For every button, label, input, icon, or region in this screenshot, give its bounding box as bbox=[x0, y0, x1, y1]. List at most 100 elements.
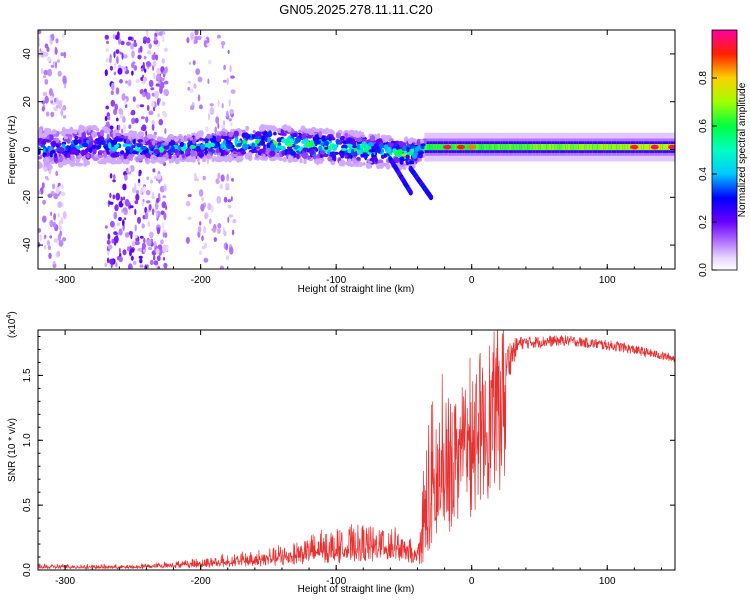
spectrogram-blob bbox=[202, 157, 206, 163]
spectrogram-blob bbox=[388, 138, 394, 142]
spectrogram-speckle bbox=[123, 54, 128, 59]
spectrogram-speckle bbox=[54, 47, 58, 55]
spectrogram-band-core bbox=[638, 144, 642, 151]
spectrogram-blob bbox=[280, 145, 286, 151]
spectrogram-blob bbox=[43, 156, 50, 163]
spectrogram-blob bbox=[294, 137, 301, 143]
spectrogram-x-tick-label: -100 bbox=[326, 275, 346, 286]
snr-panel: -300 -200 -100 0 100 0.0 0.5 1.0 1.5 Height of … bbox=[6, 311, 676, 595]
spectrogram-speckle bbox=[129, 165, 135, 172]
spectrogram-speckle bbox=[122, 183, 127, 191]
spectrogram-blob bbox=[131, 145, 137, 149]
spectrogram-speckle bbox=[215, 116, 220, 124]
spectrogram-speckle bbox=[151, 119, 155, 127]
spectrogram-speckle bbox=[109, 173, 113, 179]
spectrogram-blob bbox=[231, 153, 238, 158]
spectrogram-speckle bbox=[44, 78, 49, 85]
spectrogram-y-label: Frequency (Hz) bbox=[7, 116, 18, 185]
spectrogram-speckle bbox=[62, 237, 67, 242]
spectrogram-blob bbox=[281, 150, 286, 157]
snr-x-tick-label: 100 bbox=[599, 576, 616, 587]
spectrogram-blob bbox=[407, 139, 413, 145]
spectrogram-blob bbox=[245, 134, 251, 140]
spectrogram-blob bbox=[74, 150, 80, 156]
spectrogram-blob bbox=[43, 152, 47, 156]
spectrogram-speckle bbox=[50, 64, 55, 68]
spectrogram-speckle bbox=[146, 92, 151, 100]
spectrogram-speckle bbox=[106, 257, 110, 264]
spectrogram-speckle bbox=[188, 61, 191, 65]
spectrogram-blob bbox=[266, 131, 273, 138]
spectrogram-speckle bbox=[137, 54, 142, 60]
spectrogram-speckle bbox=[204, 212, 209, 220]
spectrogram-speckle bbox=[146, 176, 150, 181]
spectrogram-speckle bbox=[231, 177, 234, 182]
spectrogram-speckle bbox=[151, 124, 155, 131]
spectrogram-speckle bbox=[163, 262, 168, 269]
spectrogram-speckle bbox=[44, 175, 49, 180]
spectrogram-speckle bbox=[139, 104, 145, 108]
spectrogram-speckle bbox=[133, 65, 138, 71]
spectrogram-blob bbox=[180, 146, 188, 150]
spectrogram-blob bbox=[303, 159, 307, 165]
spectrogram-speckle bbox=[130, 264, 133, 269]
spectrogram-blob bbox=[339, 160, 346, 167]
spectrogram-speckle bbox=[220, 174, 225, 182]
spectrogram-speckle bbox=[118, 217, 122, 221]
spectrogram-speckle bbox=[122, 219, 125, 227]
colorbar: 0.0 0.2 0.4 0.6 0.8 Normalized spectral ampl… bbox=[698, 29, 748, 277]
spectrogram-speckle bbox=[58, 240, 64, 247]
spectrogram-speckle bbox=[115, 87, 120, 95]
spectrogram-speckle bbox=[156, 210, 159, 219]
spectrogram-blob bbox=[209, 142, 215, 147]
spectrogram-blob bbox=[225, 143, 233, 150]
spectrogram-tail bbox=[388, 156, 413, 196]
spectrogram-speckle bbox=[44, 43, 49, 49]
spectrogram-blob bbox=[350, 148, 355, 156]
spectrogram-speckle bbox=[192, 60, 196, 66]
spectrogram-blob bbox=[356, 149, 362, 155]
colorbar-gradient bbox=[711, 29, 738, 271]
spectrogram-speckle bbox=[118, 124, 121, 131]
spectrogram-speckle bbox=[132, 96, 136, 103]
spectrogram-x-tick-label: -300 bbox=[55, 275, 75, 286]
spectrogram-blob bbox=[161, 157, 167, 162]
spectrogram-speckle bbox=[152, 168, 156, 173]
spectrogram-speckle bbox=[227, 216, 230, 224]
spectrogram-blob bbox=[168, 140, 176, 147]
spectrogram-speckle bbox=[121, 128, 124, 134]
spectrogram-band-core bbox=[549, 144, 553, 151]
spectrogram-blob bbox=[281, 124, 289, 131]
spectrogram-speckle bbox=[109, 201, 114, 205]
spectrogram-band-core bbox=[508, 144, 512, 151]
spectrogram-speckle bbox=[156, 197, 160, 203]
spectrogram-blob bbox=[255, 146, 260, 150]
spectrogram-speckle bbox=[134, 117, 139, 124]
spectrogram-speckle bbox=[155, 54, 159, 61]
spectrogram-speckle bbox=[217, 223, 222, 229]
spectrogram-speckle bbox=[141, 124, 147, 132]
spectrogram-speckle bbox=[41, 182, 45, 189]
spectrogram-blob bbox=[112, 132, 117, 139]
snr-multiplier-base: (x10 bbox=[7, 318, 18, 338]
spectrogram-blob bbox=[349, 163, 357, 167]
spectrogram-blob bbox=[362, 162, 366, 166]
spectrogram-blob bbox=[267, 137, 271, 143]
spectrogram-speckle bbox=[125, 41, 131, 46]
snr-y-tick-label: 0.0 bbox=[22, 563, 33, 577]
spectrogram-speckle bbox=[161, 101, 166, 106]
spectrogram-blob bbox=[224, 155, 229, 163]
spectrogram-speckle bbox=[58, 220, 62, 228]
spectrogram-band-core bbox=[627, 144, 631, 151]
spectrogram-blob bbox=[174, 149, 179, 154]
spectrogram-blob bbox=[40, 144, 46, 148]
spectrogram-blob bbox=[190, 150, 196, 158]
spectrogram-speckle bbox=[198, 189, 204, 197]
spectrogram-blob bbox=[99, 129, 105, 136]
spectrogram-speckle bbox=[124, 232, 130, 238]
spectrogram-speckle bbox=[128, 230, 133, 236]
spectrogram-band-core bbox=[538, 144, 542, 151]
spectrogram-blob bbox=[258, 125, 266, 132]
spectrogram-blob bbox=[42, 132, 48, 138]
spectrogram-blob bbox=[240, 150, 246, 155]
